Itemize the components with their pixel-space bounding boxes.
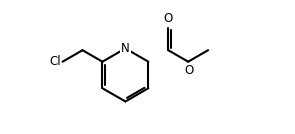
Text: N: N	[121, 42, 130, 55]
Text: Cl: Cl	[49, 55, 61, 68]
Text: O: O	[164, 12, 173, 25]
Text: O: O	[184, 64, 194, 77]
